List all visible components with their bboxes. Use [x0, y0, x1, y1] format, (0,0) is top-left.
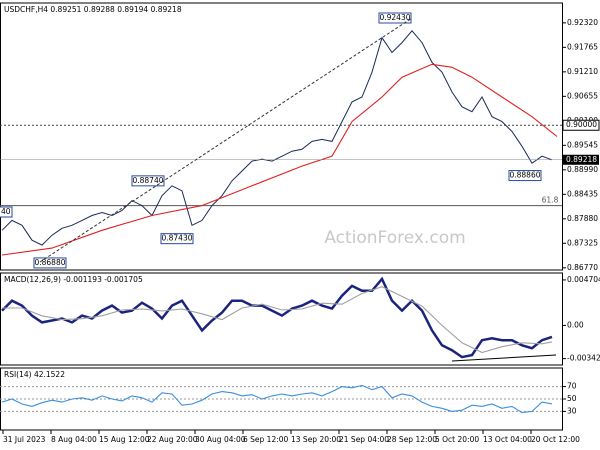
annotation-label: 0.86880 [34, 258, 65, 267]
x-tick-label: 15 Aug 12:00 [99, 435, 150, 444]
panel-frame [0, 272, 563, 366]
annotation-box [508, 170, 542, 182]
series-line [1, 30, 553, 246]
series-line [1, 63, 558, 256]
y-tick-label: 0.91765 [567, 42, 598, 51]
current-price-label: 0.89218 [566, 155, 597, 164]
y-tick-label: 0.88435 [567, 189, 598, 198]
level-label: 0.90000 [566, 120, 597, 129]
x-tick-label: 30 Aug 04:00 [195, 435, 246, 444]
y-tick-label: 0.00 [567, 320, 584, 329]
x-tick-label: 31 Jul 2023 [3, 435, 46, 444]
series-line [2, 286, 553, 354]
panel-frame [0, 2, 563, 271]
x-tick-label: 28 Sep 12:00 [387, 435, 437, 444]
x-tick-label: 13 Oct 04:00 [483, 435, 532, 444]
x-tick-label: 21 Sep 04:00 [339, 435, 389, 444]
y-tick-label: 70 [567, 382, 577, 391]
y-tick-label: 0.92320 [567, 18, 598, 27]
cut-box [0, 206, 13, 218]
y-tick-label: 0.004704 [567, 275, 600, 284]
y-tick-label: 50 [567, 394, 577, 403]
x-tick-label: 5 Oct 20:00 [435, 435, 479, 444]
annotation-label: 0.92430 [379, 13, 410, 22]
panel-title: RSI(14) 42.1522 [4, 370, 65, 379]
y-tick-label: 30 [567, 406, 577, 415]
cut-label: 40 [1, 207, 11, 216]
y-tick-label: 0.89545 [567, 140, 598, 149]
annotation-box [131, 175, 165, 187]
level-box [562, 119, 600, 131]
annotation-label: 0.88860 [509, 171, 540, 180]
y-tick-label: -0.003429 [567, 354, 600, 363]
annotation-box [378, 12, 412, 24]
x-tick-label: 8 Aug 04:00 [51, 435, 97, 444]
annotation-label: 0.88740 [132, 176, 163, 185]
fib-label: 61.8 [542, 196, 559, 205]
x-tick-label: 22 Aug 20:00 [147, 435, 198, 444]
x-tick-label: 20 Oct 12:00 [531, 435, 580, 444]
annotation-label: 0.87430 [161, 234, 192, 243]
watermark: ActionForex.com [324, 228, 465, 248]
y-tick-label: 0.90655 [567, 91, 598, 100]
y-tick-label: 0.88990 [567, 165, 598, 174]
y-tick-label: 0.86770 [567, 263, 598, 272]
panel-title: MACD(12,26,9) -0.001193 -0.001705 [4, 275, 143, 284]
panel-title: USDCHF,H4 0.89251 0.89288 0.89194 0.8921… [4, 5, 182, 14]
y-tick-label: 0.91210 [567, 67, 598, 76]
x-tick-label: 13 Sep 20:00 [291, 435, 341, 444]
y-tick-label: 0.87325 [567, 238, 598, 247]
annotation-box [33, 257, 67, 269]
divergence-line [451, 354, 557, 362]
x-tick-label: 6 Sep 12:00 [243, 435, 289, 444]
annotation-box [160, 233, 194, 245]
current-price-box [563, 154, 599, 165]
series-line [1, 384, 553, 414]
y-tick-label: 0.87880 [567, 214, 598, 223]
trend-line [39, 17, 413, 263]
